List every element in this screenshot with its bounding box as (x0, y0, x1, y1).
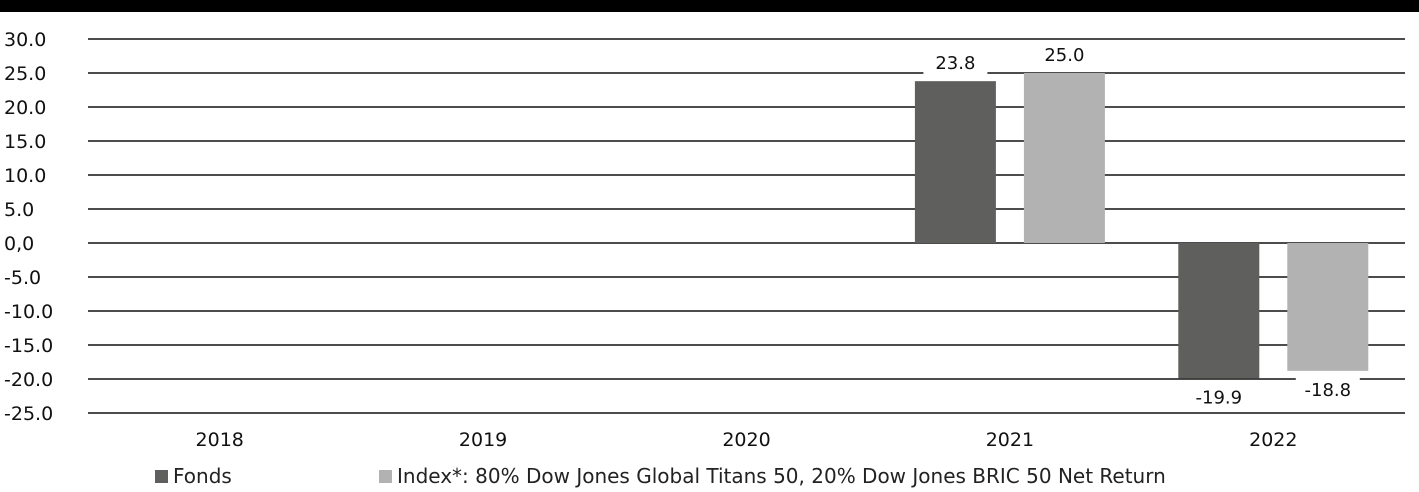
data-label: -19.9 (1196, 387, 1243, 408)
data-label-background (1295, 377, 1360, 402)
data-label-background (1186, 385, 1251, 410)
y-tick-label: -10.0 (4, 301, 53, 323)
bar (914, 81, 996, 243)
bar (1023, 73, 1105, 243)
legend-item-index: Index*: 80% Dow Jones Global Titans 50, … (379, 464, 1166, 488)
bar (1287, 243, 1369, 371)
x-tick-label: 2022 (1249, 429, 1297, 451)
y-tick-label: 0,0 (4, 233, 34, 255)
legend-label-index: Index*: 80% Dow Jones Global Titans 50, … (397, 464, 1166, 488)
data-label-background (1032, 43, 1097, 67)
y-tick-label: -25.0 (4, 403, 53, 425)
y-tick-label: -20.0 (4, 369, 53, 391)
legend-swatch-index (379, 469, 392, 483)
data-label: -18.8 (1305, 380, 1352, 401)
x-axis-labels: 2018 2019 2020 2021 2022 (196, 429, 1298, 451)
y-axis-labels: 30.0 25.0 20.0 15.0 10.0 5.0 0,0 -5.0 -10.0 -15.0… (4, 29, 53, 425)
x-tick-label: 2019 (459, 429, 507, 451)
x-tick-label: 2021 (986, 429, 1034, 451)
legend: Fonds Index*: 80% Dow Jones Global Titan… (0, 464, 1419, 492)
data-label-background (923, 51, 988, 76)
y-tick-label: 25.0 (4, 63, 46, 85)
data-labels: 23.8 25.0 -19.9 -18.8 (923, 43, 1360, 410)
legend-swatch-fonds (155, 469, 168, 483)
y-tick-label: -5.0 (4, 267, 41, 289)
data-label: 23.8 (935, 53, 975, 74)
data-label: 25.0 (1044, 45, 1084, 66)
bars (914, 73, 1369, 379)
y-tick-label: 30.0 (4, 29, 46, 51)
legend-label-fonds: Fonds (173, 464, 232, 488)
top-rule (0, 0, 1419, 12)
y-tick-label: -15.0 (4, 335, 53, 357)
y-tick-label: 20.0 (4, 97, 46, 119)
y-tick-label: 5.0 (4, 199, 34, 221)
y-tick-label: 10.0 (4, 165, 46, 187)
legend-item-fonds: Fonds (155, 464, 232, 488)
x-tick-label: 2020 (722, 429, 770, 451)
x-tick-label: 2018 (196, 429, 244, 451)
bar (1178, 243, 1260, 379)
y-tick-label: 15.0 (4, 131, 46, 153)
